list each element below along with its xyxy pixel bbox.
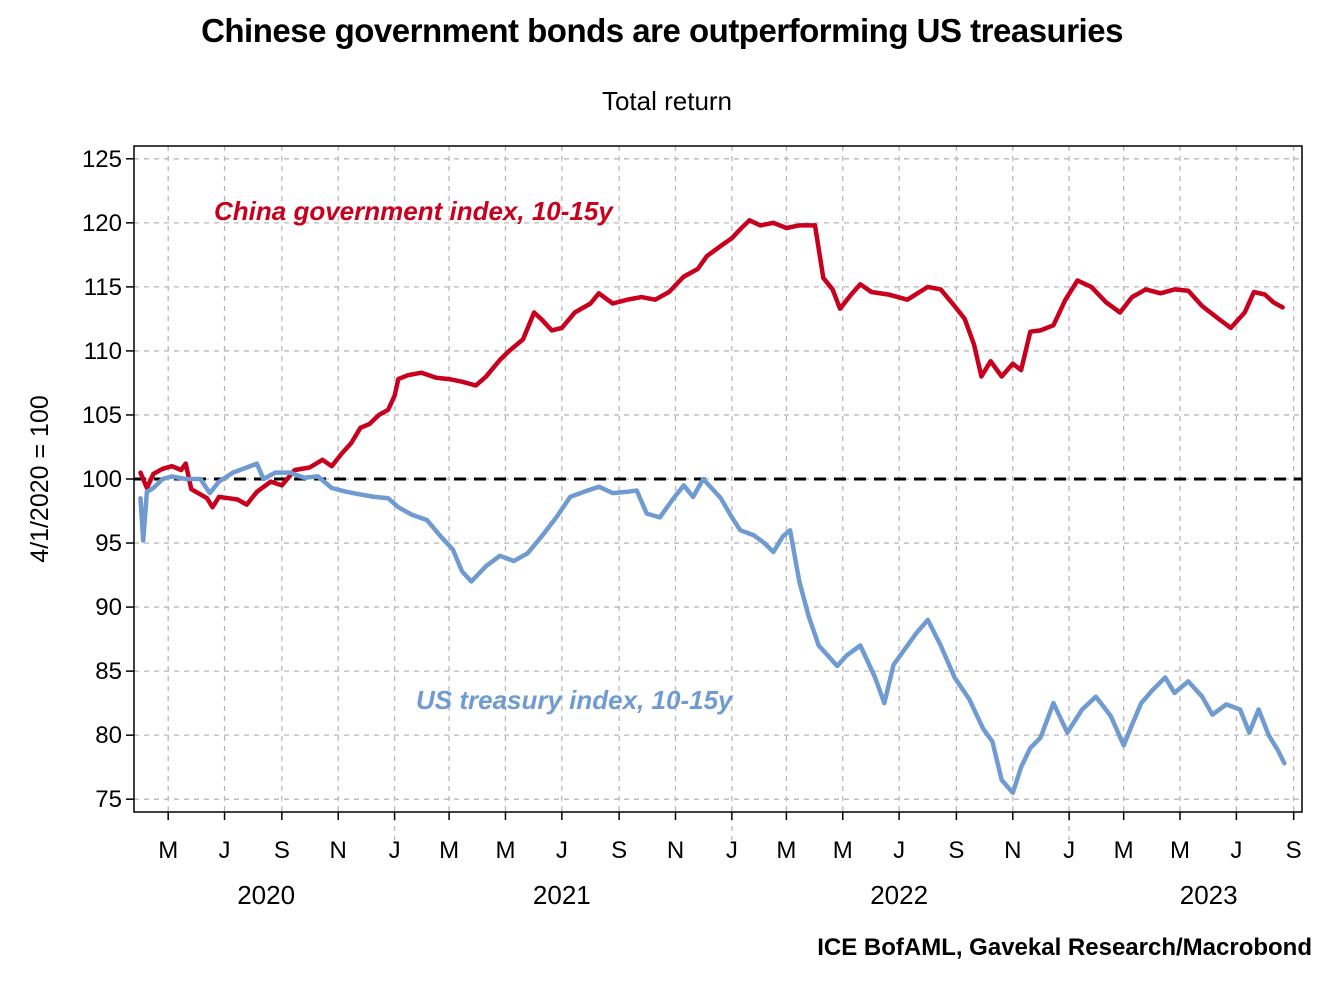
y-tick-label: 110 — [84, 338, 122, 365]
x-year-label: 2023 — [1180, 880, 1238, 910]
x-tick-label: J — [1230, 837, 1242, 864]
x-tick-label: J — [726, 837, 738, 864]
y-tick-label: 75 — [95, 786, 122, 813]
plot-frame — [133, 145, 1303, 813]
y-tick-label: 80 — [95, 722, 122, 749]
x-year-label: 2022 — [870, 880, 928, 910]
x-tick-label: N — [1004, 837, 1021, 864]
x-tick-label: M — [776, 837, 796, 864]
x-year-label: 2021 — [533, 880, 591, 910]
x-tick-label: J — [893, 837, 905, 864]
x-tick-label: N — [330, 837, 347, 864]
series-label-us: US treasury index, 10-15y — [416, 685, 734, 715]
y-tick-label: 90 — [95, 594, 122, 621]
x-tick-label: M — [439, 837, 459, 864]
series-lines — [138, 218, 1287, 796]
x-tick-label: J — [219, 837, 231, 864]
y-tick-label: 100 — [82, 466, 122, 493]
x-tick-label: S — [1286, 837, 1302, 864]
x-tick-label: S — [611, 837, 627, 864]
x-tick-label: J — [556, 837, 568, 864]
y-tick-label: 120 — [82, 210, 122, 237]
x-tick-label: N — [667, 837, 684, 864]
x-tick-label: M — [158, 837, 178, 864]
x-tick-label: M — [495, 837, 515, 864]
source-note: ICE BofAML, Gavekal Research/Macrobond — [817, 934, 1312, 961]
x-axis: M J S N J M M J S N J M M J S N J M M J S 2020 2021 2022 2023 — [158, 812, 1302, 910]
x-tick-label: M — [1170, 837, 1190, 864]
y-axis-label: 4/1/2020 = 100 — [26, 395, 54, 563]
x-year-label: 2020 — [237, 880, 295, 910]
x-tick-label: S — [948, 837, 964, 864]
series-label-china: China government index, 10-15y — [214, 196, 614, 226]
x-tick-label: M — [833, 837, 853, 864]
chart-title: Chinese government bonds are outperformi… — [201, 12, 1123, 49]
y-tick-label: 115 — [84, 274, 122, 301]
x-tick-label: J — [1063, 837, 1075, 864]
x-tick-label: M — [1114, 837, 1134, 864]
y-tick-label: 125 — [82, 146, 122, 173]
series-line-china — [138, 218, 1285, 510]
y-axis: 75 80 85 90 95 100 105 110 115 120 125 — [82, 146, 134, 813]
chart-subtitle: Total return — [601, 86, 733, 116]
y-tick-label: 105 — [82, 402, 122, 429]
y-tick-label: 85 — [95, 658, 122, 685]
y-tick-label: 95 — [95, 530, 122, 557]
x-tick-label: J — [389, 837, 401, 864]
x-tick-label: S — [274, 837, 290, 864]
series-line-us — [138, 461, 1287, 796]
